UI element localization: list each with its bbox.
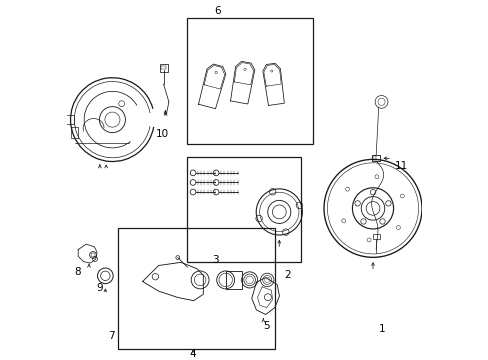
Bar — [70, 127, 78, 139]
Text: 4: 4 — [189, 349, 196, 359]
Text: 11: 11 — [394, 161, 407, 171]
Bar — [372, 156, 375, 160]
Bar — [118, 228, 274, 348]
Bar — [186, 18, 312, 144]
Text: 6: 6 — [214, 6, 221, 16]
Bar — [161, 66, 166, 69]
Bar — [225, 271, 241, 289]
Text: 2: 2 — [284, 270, 290, 280]
Text: 8: 8 — [74, 267, 81, 277]
Text: 10: 10 — [156, 129, 169, 139]
Bar — [373, 234, 379, 239]
Bar — [186, 157, 300, 262]
Text: 3: 3 — [212, 255, 218, 265]
Bar — [371, 155, 380, 161]
Bar — [66, 114, 74, 124]
Text: 1: 1 — [378, 324, 385, 334]
Text: 7: 7 — [108, 331, 115, 341]
Text: 9: 9 — [97, 283, 103, 293]
Bar — [160, 64, 167, 72]
Text: 5: 5 — [263, 320, 270, 330]
